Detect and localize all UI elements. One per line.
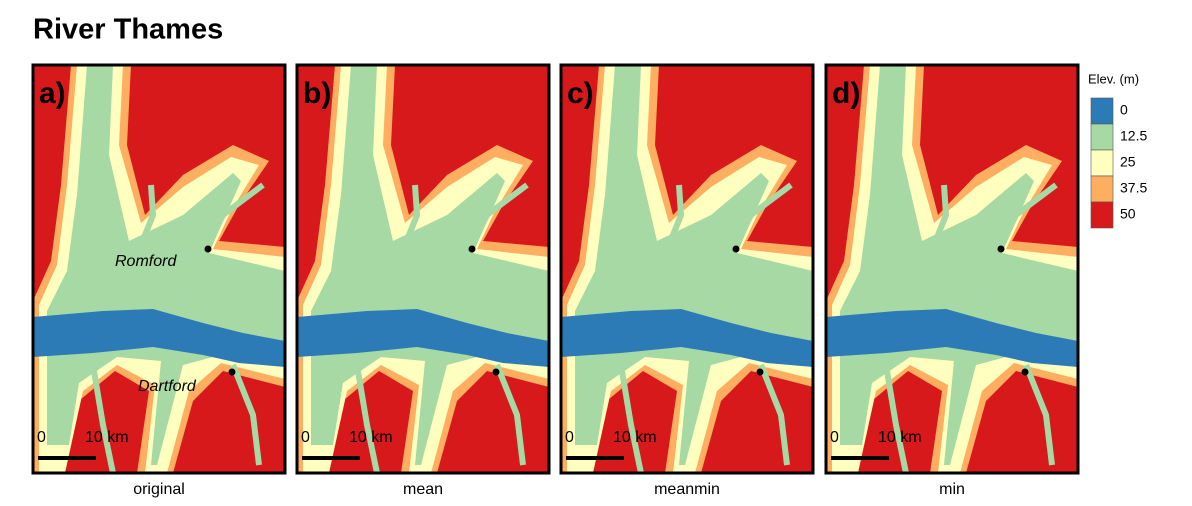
panel-label: d) bbox=[832, 77, 860, 110]
elevation-raster bbox=[297, 65, 549, 473]
legend-label: 25 bbox=[1120, 154, 1136, 170]
place-marker bbox=[228, 368, 236, 376]
place-marker bbox=[756, 368, 764, 376]
legend: Elev. (m) 0 12.5 25 37.5 50 bbox=[1088, 71, 1147, 229]
panel-border bbox=[31, 63, 287, 475]
panel-border bbox=[824, 63, 1080, 475]
elevation-map bbox=[561, 65, 813, 473]
scale-end: 10 km bbox=[878, 429, 922, 446]
scale-end: 10 km bbox=[349, 429, 393, 446]
panels: a) Romford Dartford 0 10 km original b) 0 10 km m… bbox=[31, 63, 1080, 498]
legend-swatch bbox=[1090, 123, 1114, 151]
panel-label: c) bbox=[567, 77, 594, 110]
panel-label: b) bbox=[303, 77, 331, 110]
legend-swatch bbox=[1090, 201, 1114, 229]
place-marker bbox=[492, 368, 500, 376]
legend-label: 37.5 bbox=[1120, 180, 1147, 196]
scale-start: 0 bbox=[830, 429, 839, 446]
panel-caption: mean bbox=[403, 481, 443, 498]
place-name: Romford bbox=[115, 253, 177, 270]
panel-caption: meanmin bbox=[654, 481, 720, 498]
legend-swatch bbox=[1090, 97, 1114, 125]
scale-start: 0 bbox=[301, 429, 310, 446]
legend-label: 50 bbox=[1120, 206, 1136, 222]
legend-label: 0 bbox=[1120, 102, 1128, 118]
elevation-raster bbox=[561, 65, 813, 473]
panel-caption: min bbox=[939, 481, 965, 498]
figure-title: River Thames bbox=[33, 14, 223, 46]
panel-border bbox=[559, 63, 815, 475]
place-marker bbox=[1021, 368, 1029, 376]
scale-end: 10 km bbox=[85, 429, 129, 446]
legend-swatch bbox=[1090, 149, 1114, 177]
map-panel: b) 0 10 km mean bbox=[295, 63, 551, 498]
scale-start: 0 bbox=[37, 429, 46, 446]
place-name: Dartford bbox=[138, 378, 197, 395]
map-panel: a) Romford Dartford 0 10 km original bbox=[31, 63, 287, 498]
place-marker bbox=[997, 245, 1005, 253]
scale-start: 0 bbox=[565, 429, 574, 446]
legend-title: Elev. (m) bbox=[1088, 71, 1139, 86]
map-panel: d) 0 10 km min bbox=[824, 63, 1080, 498]
legend-swatch bbox=[1090, 175, 1114, 203]
panel-border bbox=[295, 63, 551, 475]
elevation-map bbox=[826, 65, 1078, 473]
map-panel: c) 0 10 km meanmin bbox=[559, 63, 815, 498]
place-marker bbox=[204, 245, 212, 253]
place-marker bbox=[732, 245, 740, 253]
panel-label: a) bbox=[39, 77, 66, 110]
panel-caption: original bbox=[133, 481, 185, 498]
scale-end: 10 km bbox=[613, 429, 657, 446]
place-marker bbox=[468, 245, 476, 253]
legend-label: 12.5 bbox=[1120, 128, 1147, 144]
elevation-map bbox=[297, 65, 549, 473]
elevation-raster bbox=[826, 65, 1078, 473]
